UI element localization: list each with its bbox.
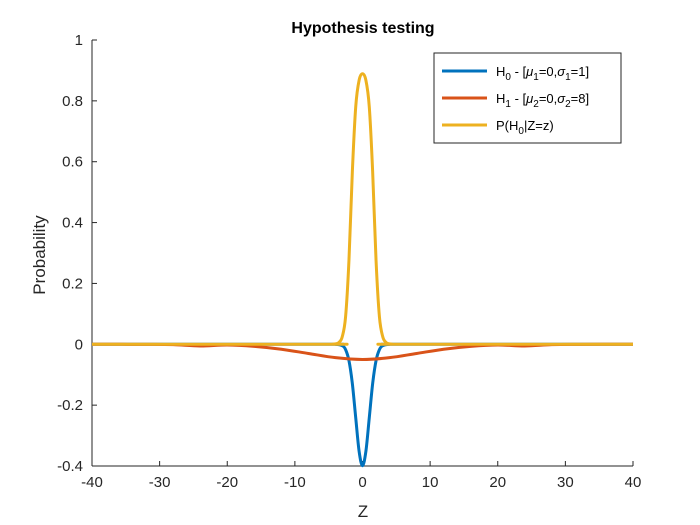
legend-entry-label: H0 - [μ1=0,σ1=1]: [496, 64, 589, 83]
x-tick-label: -40: [81, 474, 103, 491]
x-tick-label: 30: [557, 474, 574, 491]
y-tick-label: -0.2: [57, 397, 83, 414]
chart-title: Hypothesis testing: [291, 20, 434, 37]
y-tick-label: 0.8: [62, 93, 83, 110]
y-tick-label: 1: [75, 32, 83, 49]
posterior-series-line: [91, 72, 634, 346]
x-tick-label: -30: [149, 474, 171, 491]
y-tick-label: 0.2: [62, 275, 83, 292]
x-axis-label: Z: [358, 502, 368, 521]
legend: H0 - [μ1=0,σ1=1] H1 - [μ2=0,σ2=8] P(H0|Z=z…: [433, 52, 622, 144]
x-tick-label: 0: [358, 474, 366, 491]
legend-entry-label: P(H0|Z=z): [496, 118, 554, 137]
x-tick-label: 20: [489, 474, 506, 491]
x-tick-label: 40: [625, 474, 642, 491]
y-tick-label: -0.4: [57, 458, 83, 475]
plot-area: -40 -30 -20 -10 0 10 20 30 40 -0.4 -0.2 0 0.2 0.4 0.6 0…: [57, 32, 641, 491]
y-tick-label: 0: [75, 336, 83, 353]
h0-series-line: [91, 342, 634, 468]
y-tick-label: 0.4: [62, 215, 83, 232]
y-tick-label: 0.6: [62, 154, 83, 171]
y-axis-label: Probability: [30, 215, 49, 295]
legend-entry-label: H1 - [μ2=0,σ2=8]: [496, 91, 589, 110]
x-tick-label: -20: [216, 474, 238, 491]
h1-series-line: [91, 342, 634, 361]
x-tick-label: -10: [284, 474, 306, 491]
x-tick-label: 10: [422, 474, 439, 491]
